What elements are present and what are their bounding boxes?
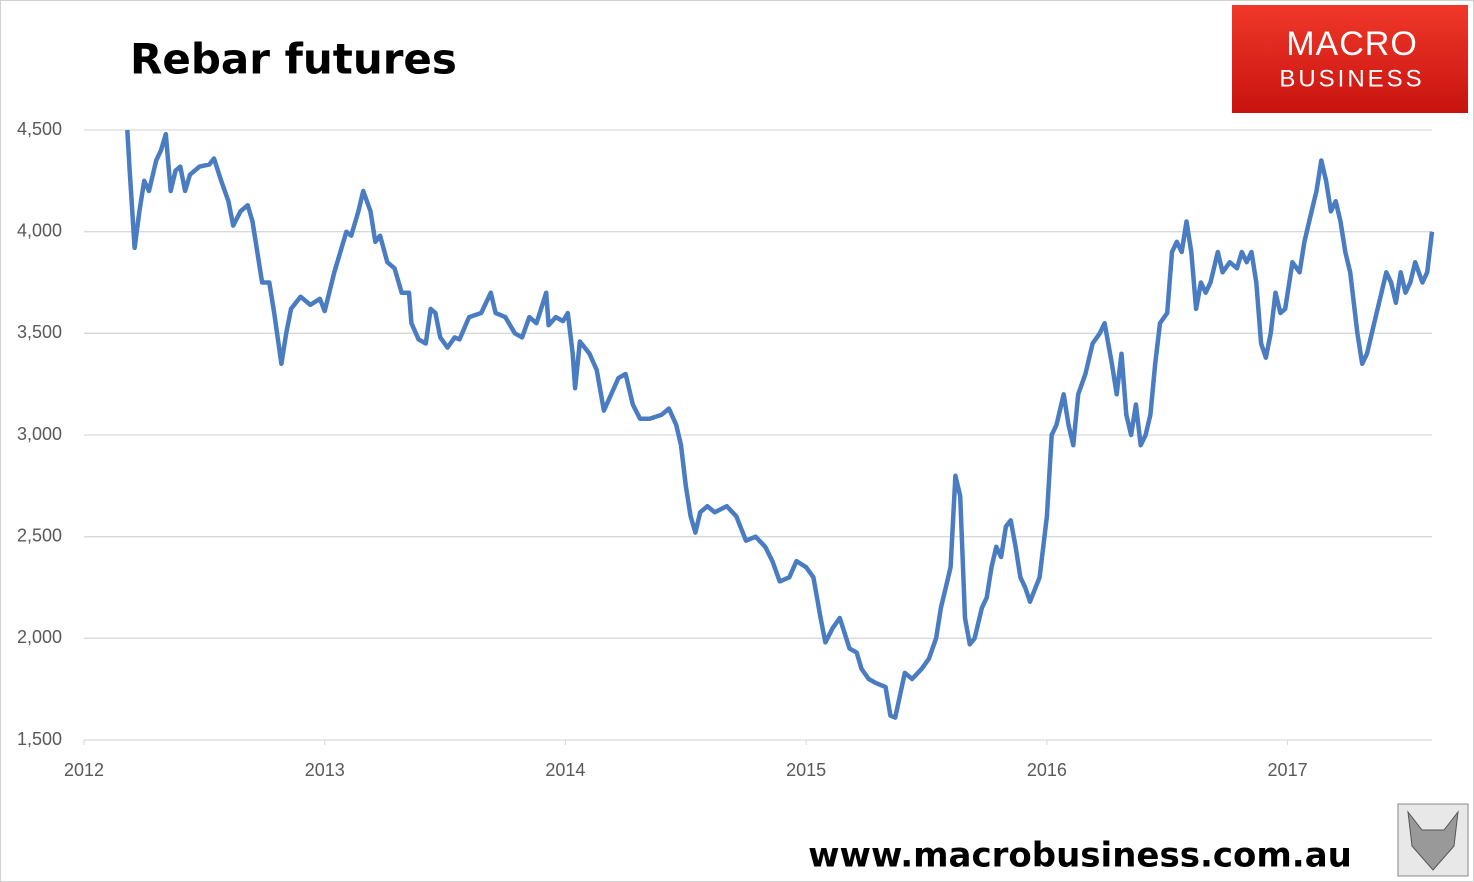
chart-title: Rebar futures	[130, 35, 457, 84]
y-tick-label: 2,000	[17, 627, 62, 647]
x-tick-label: 2013	[305, 760, 345, 780]
logo-text: MACRO	[1286, 25, 1418, 63]
x-tick-label: 2016	[1027, 760, 1067, 780]
y-tick-label: 2,500	[17, 525, 62, 545]
logo-box	[1232, 5, 1468, 113]
plot-area: 1,500 2,000 2,500 3,000 3,500 4,000 4,500 2012 2…	[17, 119, 1435, 780]
y-tick-label: 4,500	[17, 119, 62, 139]
y-tick-label: 4,000	[17, 220, 62, 240]
logo-text: BUSINESS	[1279, 65, 1424, 92]
y-tick-label: 1,500	[17, 729, 62, 749]
x-tick-label: 2014	[545, 760, 585, 780]
line	[125, 129, 1435, 720]
x-tick-label: 2017	[1268, 760, 1308, 780]
x-tick-label: 2012	[64, 760, 104, 780]
source: www.macrobusiness.com.au	[808, 836, 1352, 876]
y-tick-label: 3,000	[17, 424, 62, 444]
y-tick-label: 3,500	[17, 322, 62, 342]
fox-icon	[1397, 803, 1469, 877]
x-tick-label: 2015	[786, 760, 826, 780]
